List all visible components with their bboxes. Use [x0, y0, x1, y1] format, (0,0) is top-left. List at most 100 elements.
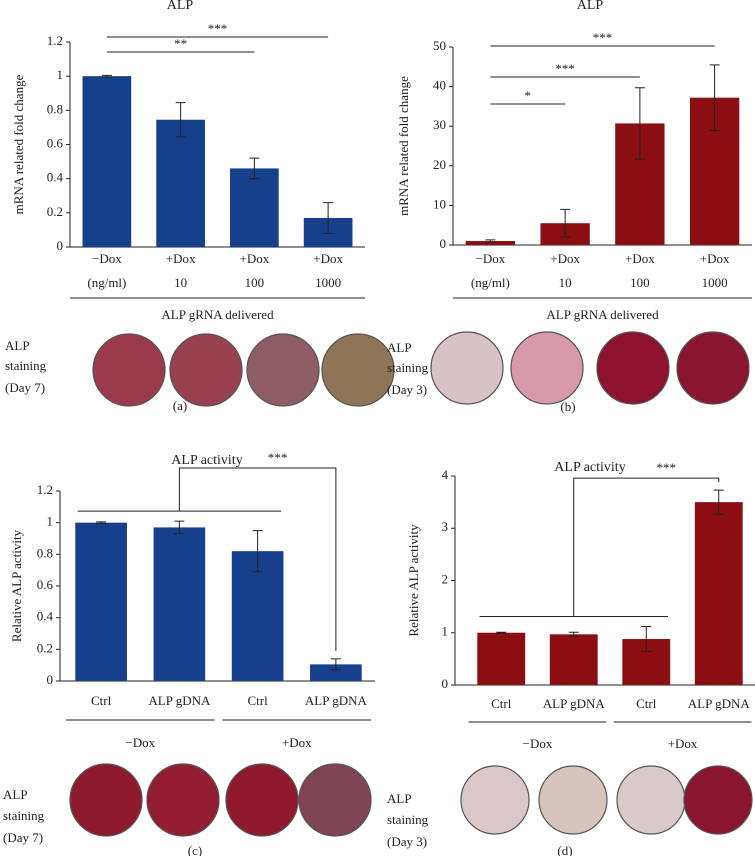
- error-bar: [496, 631, 507, 634]
- x-tick-label: +Dox: [240, 251, 270, 266]
- bracket-label: ***: [657, 460, 677, 475]
- x-tick-label: +Dox: [700, 251, 730, 266]
- x-tick-label: +Dox: [313, 251, 343, 266]
- x-tick-label: Ctrl: [91, 693, 112, 708]
- error-bar: [323, 202, 334, 234]
- y-tick-label: 2: [442, 571, 449, 586]
- y-tick-label: 0.2: [37, 640, 53, 655]
- staining-well: [225, 763, 299, 837]
- panel-label: (d): [557, 843, 572, 856]
- bar: [465, 241, 516, 245]
- y-axis-label: mRNA related fold change: [11, 74, 26, 214]
- bar: [477, 632, 526, 685]
- error-bar: [175, 102, 186, 138]
- y-tick-label: 0.8: [47, 101, 63, 116]
- bar: [231, 551, 284, 681]
- chart-title: ALP: [577, 0, 604, 13]
- error-bar: [568, 631, 579, 637]
- staining-well: [69, 763, 143, 837]
- staining-well: [146, 763, 220, 837]
- staining-label: (Day 7): [5, 380, 45, 395]
- staining-label: ALP: [387, 791, 412, 806]
- y-tick-label: 0.2: [47, 204, 63, 219]
- x-tick-sublabel: 1000: [315, 275, 341, 290]
- staining-label: staining: [3, 808, 45, 823]
- staining-label: staining: [5, 358, 47, 373]
- error-bar: [249, 157, 260, 180]
- group-label: −Dox: [523, 736, 553, 751]
- bar: [310, 664, 362, 681]
- x-tick-label: ALP gDNA: [543, 696, 606, 711]
- group-label: +Dox: [668, 736, 698, 751]
- error-bar: [330, 658, 341, 671]
- x-group-label: ALP gRNA delivered: [161, 307, 274, 322]
- y-tick-label: 1: [47, 514, 54, 529]
- staining-well: [596, 331, 670, 405]
- x-tick-sublabel: 10: [174, 275, 187, 290]
- significance-label: ***: [208, 21, 228, 36]
- y-tick-label: 0: [442, 676, 449, 691]
- staining-label: ALP: [3, 787, 28, 802]
- y-tick-label: 1: [442, 624, 449, 639]
- error-bar: [174, 520, 185, 535]
- group-label: +Dox: [282, 735, 312, 750]
- staining-well: [169, 333, 243, 407]
- significance-label: ***: [593, 30, 613, 45]
- x-tick-label: +Dox: [166, 251, 196, 266]
- staining-well: [92, 333, 166, 407]
- y-tick-label: 1.2: [37, 482, 53, 497]
- y-tick-label: 0: [47, 672, 54, 687]
- error-bar: [485, 239, 496, 243]
- x-tick-sublabel: 100: [630, 275, 650, 290]
- y-tick-label: 40: [433, 78, 446, 93]
- chart-title: ALP activity: [554, 460, 625, 475]
- panel-label: (c): [188, 843, 202, 856]
- y-tick-label: 3: [442, 519, 449, 534]
- x-tick-sublabel: 10: [559, 275, 572, 290]
- significance-label: **: [174, 36, 187, 51]
- x-tick-label: Ctrl: [491, 696, 512, 711]
- staining-well: [460, 765, 530, 835]
- staining-well: [616, 765, 686, 835]
- staining-well: [298, 763, 372, 837]
- y-tick-label: 4: [442, 467, 449, 482]
- y-tick-label: 0.8: [37, 545, 53, 560]
- x-tick-label: +Dox: [625, 251, 655, 266]
- staining-label: (Day 7): [3, 830, 43, 845]
- chart-title: ALP activity: [171, 453, 242, 468]
- error-bar: [560, 208, 571, 238]
- staining-well: [246, 333, 320, 407]
- x-tick-sublabel: (ng/ml): [87, 275, 126, 290]
- staining-label: ALP: [387, 340, 412, 355]
- group-label: −Dox: [125, 735, 155, 750]
- y-tick-label: 1.2: [47, 33, 63, 48]
- bar: [694, 502, 743, 685]
- staining-label: ALP: [5, 338, 30, 353]
- y-tick-label: 0.6: [37, 577, 54, 592]
- y-tick-label: 0: [440, 236, 447, 251]
- staining-well: [683, 765, 753, 835]
- x-tick-sublabel: (ng/ml): [471, 275, 510, 290]
- y-axis-label: mRNA related fold change: [396, 76, 411, 216]
- y-tick-label: 0: [57, 238, 64, 253]
- error-bar: [96, 521, 107, 524]
- x-tick-sublabel: 1000: [702, 275, 728, 290]
- x-tick-sublabel: 100: [245, 275, 265, 290]
- chart-title: ALP: [167, 0, 194, 13]
- x-tick-label: −Dox: [92, 251, 122, 266]
- bar: [156, 119, 205, 247]
- error-bar: [713, 489, 724, 515]
- panel-label: (b): [560, 399, 575, 414]
- bar: [153, 527, 206, 681]
- y-tick-label: 0.4: [37, 609, 54, 624]
- error-bar: [101, 74, 112, 78]
- x-tick-label: ALP gDNA: [148, 693, 211, 708]
- staining-label: (Day 3): [387, 834, 427, 849]
- staining-well: [430, 331, 504, 405]
- bracket-label: ***: [268, 450, 288, 465]
- x-tick-label: −Dox: [476, 251, 506, 266]
- panel-label: (a): [173, 398, 187, 413]
- y-tick-label: 30: [433, 117, 446, 132]
- bracket: [479, 477, 720, 617]
